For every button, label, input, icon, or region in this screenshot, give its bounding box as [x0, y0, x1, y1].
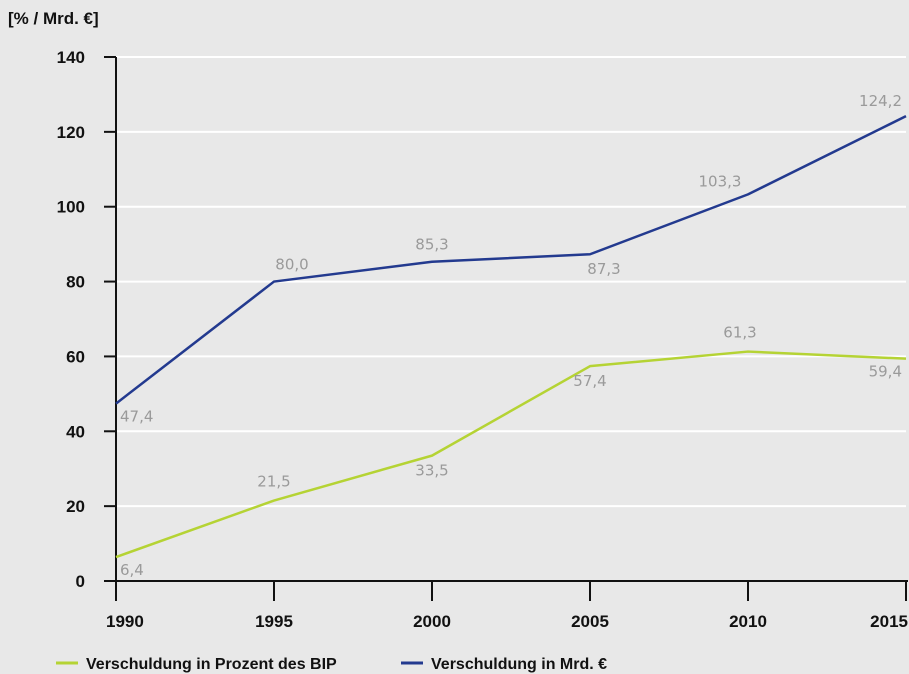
axes: 0 20 40 60 80 100 120 140 1990 1995 2000 2005 2010 20… — [57, 48, 908, 631]
y-tick-label-60: 60 — [66, 347, 85, 366]
x-tick-label-1995: 1995 — [255, 612, 293, 631]
legend: Verschuldung in Prozent des BIP Verschuld… — [56, 656, 607, 673]
legend-label-percent-bip: Verschuldung in Prozent des BIP — [86, 656, 337, 673]
data-label-percent-bip-1990: 6,4 — [120, 561, 144, 579]
data-label-percent-bip-2015: 59,4 — [869, 363, 902, 381]
y-tick-label-20: 20 — [66, 497, 85, 516]
legend-label-mrd-euro: Verschuldung in Mrd. € — [431, 656, 607, 673]
y-tick-label-140: 140 — [57, 48, 85, 67]
x-tick-label-2000: 2000 — [413, 612, 451, 631]
data-label-percent-bip-2010: 61,3 — [723, 324, 756, 342]
y-tick-label-0: 0 — [76, 572, 85, 591]
series-line-percent-bip — [115, 350, 907, 559]
y-axis-unit-label: [% / Mrd. €] — [8, 9, 99, 28]
x-tick-label-2005: 2005 — [571, 612, 609, 631]
y-tick-label-120: 120 — [57, 123, 85, 142]
x-tick-label-2015: 2015 — [870, 612, 908, 631]
y-tick-label-40: 40 — [66, 422, 85, 441]
series-line-mrd-euro — [115, 115, 907, 405]
data-label-mrd-euro-2015: 124,2 — [859, 92, 902, 110]
data-label-percent-bip-1995: 21,5 — [257, 473, 290, 491]
y-tick-label-80: 80 — [66, 273, 85, 292]
data-label-mrd-euro-2000: 85,3 — [415, 236, 448, 254]
data-labels: 6,4 21,5 33,5 57,4 61,3 59,4 47,4 80,0 85,3 87,3 1… — [120, 92, 902, 579]
y-tick-label-100: 100 — [57, 198, 85, 217]
gridlines — [116, 56, 906, 508]
data-label-percent-bip-2000: 33,5 — [415, 462, 448, 480]
data-label-mrd-euro-1990: 47,4 — [120, 408, 153, 426]
x-tick-label-1990: 1990 — [106, 612, 144, 631]
x-tick-label-2010: 2010 — [729, 612, 767, 631]
data-label-percent-bip-2005: 57,4 — [573, 372, 606, 390]
data-label-mrd-euro-2005: 87,3 — [587, 260, 620, 278]
data-label-mrd-euro-2010: 103,3 — [699, 172, 742, 190]
series-lines — [115, 115, 907, 559]
data-label-mrd-euro-1995: 80,0 — [275, 256, 308, 274]
